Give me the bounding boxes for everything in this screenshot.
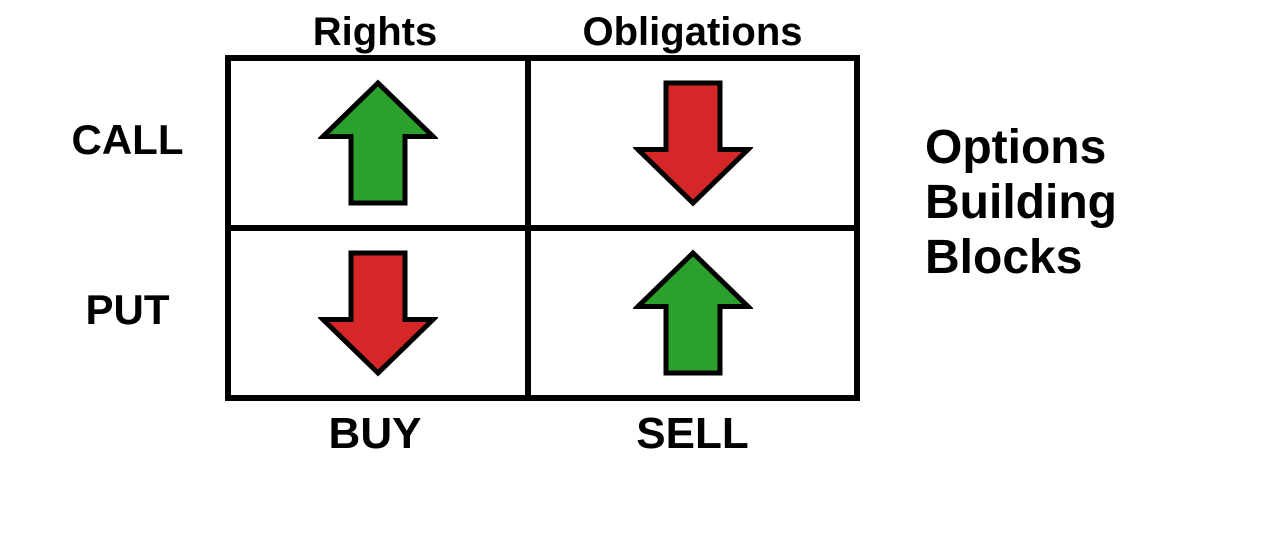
- cell-put-obligations: [525, 231, 854, 395]
- diagram-container: Rights Obligations CALL PUT BUY SELL: [30, 10, 1270, 459]
- column-headers: Rights Obligations: [225, 10, 1270, 55]
- grid: [225, 55, 860, 401]
- header-obligations: Obligations: [525, 10, 860, 55]
- bottom-label-buy: BUY: [225, 409, 525, 459]
- arrow-down-icon: [633, 78, 753, 208]
- grid-row-call: [231, 61, 854, 225]
- diagram-title: Options Building Blocks: [925, 120, 1117, 286]
- bottom-labels: BUY SELL: [225, 409, 1270, 459]
- title-line3: Blocks: [925, 230, 1117, 285]
- arrow-up-icon: [318, 78, 438, 208]
- title-line2: Building: [925, 175, 1117, 230]
- cell-call-rights: [231, 61, 525, 225]
- row-label-put: PUT: [30, 225, 225, 395]
- cell-put-rights: [231, 231, 525, 395]
- row-label-call: CALL: [30, 55, 225, 225]
- header-rights: Rights: [225, 10, 525, 55]
- arrow-down-icon: [318, 248, 438, 378]
- grid-row-put: [231, 225, 854, 395]
- arrow-up-icon: [633, 248, 753, 378]
- title-line1: Options: [925, 120, 1117, 175]
- cell-call-obligations: [525, 61, 854, 225]
- bottom-label-sell: SELL: [525, 409, 860, 459]
- row-labels: CALL PUT: [30, 55, 225, 401]
